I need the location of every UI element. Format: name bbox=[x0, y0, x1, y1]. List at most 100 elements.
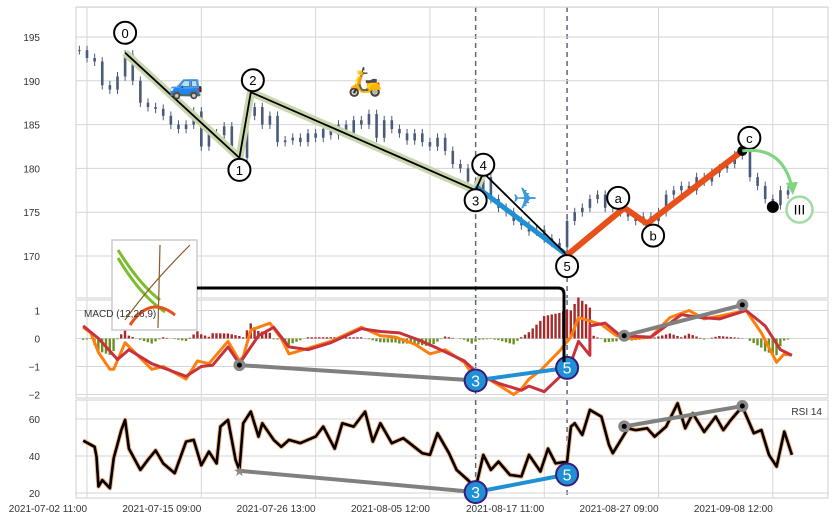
macd-histogram-bar bbox=[497, 339, 499, 341]
macd-histogram-bar bbox=[150, 339, 152, 344]
macd-histogram-bar bbox=[478, 339, 480, 340]
car-icon: 🚙 bbox=[169, 68, 204, 100]
x-tick-label: 2021-09-08 12:00 bbox=[694, 504, 773, 515]
candle-body bbox=[352, 120, 355, 133]
macd-histogram-bar bbox=[714, 337, 716, 339]
macd-histogram-bar bbox=[528, 332, 530, 338]
macd-histogram-bar bbox=[314, 337, 316, 338]
macd-histogram-bar bbox=[349, 337, 351, 338]
candle-body bbox=[299, 138, 302, 142]
macd-tick-label: −1 bbox=[29, 363, 41, 374]
macd-histogram-bar bbox=[291, 339, 293, 344]
macd-histogram-bar bbox=[436, 339, 438, 342]
macd-histogram-bar bbox=[223, 333, 225, 338]
wave-1-label: 1 bbox=[236, 163, 243, 178]
macd-histogram-bar bbox=[657, 336, 659, 338]
macd-histogram-bar bbox=[752, 339, 754, 344]
macd-histogram-bar bbox=[505, 339, 507, 343]
macd-histogram-bar bbox=[451, 338, 453, 339]
wave-b-label: b bbox=[649, 229, 656, 244]
macd-tick-label: 0 bbox=[34, 335, 40, 346]
macd-histogram-bar bbox=[520, 337, 522, 338]
rsi-label: RSI 14 bbox=[791, 407, 822, 418]
rsi-pivot-center bbox=[740, 404, 745, 409]
candle-body bbox=[398, 129, 401, 133]
candle-body bbox=[764, 186, 767, 199]
connector-line bbox=[197, 288, 564, 362]
macd-histogram-bar bbox=[467, 339, 469, 342]
macd-tick-label: −2 bbox=[29, 391, 41, 402]
macd-histogram-bar bbox=[330, 337, 332, 338]
macd-histogram-bar bbox=[379, 339, 381, 343]
macd-histogram-bar bbox=[177, 339, 179, 340]
candle-body bbox=[109, 85, 112, 89]
macd-histogram-bar bbox=[665, 334, 667, 338]
candle-body bbox=[421, 133, 424, 142]
macd-histogram-bar bbox=[196, 331, 198, 338]
macd-histogram-bar bbox=[604, 339, 606, 343]
candle-body bbox=[261, 107, 264, 125]
x-tick-label: 2021-08-17 11:00 bbox=[466, 504, 545, 515]
macd-pivot-center bbox=[740, 302, 745, 307]
macd-histogram-bar bbox=[680, 337, 682, 338]
candle-body bbox=[680, 186, 683, 190]
macd-histogram-bar bbox=[726, 337, 728, 339]
candle-body bbox=[291, 138, 294, 141]
airplane-icon: ✈ bbox=[513, 183, 538, 216]
candle-body bbox=[756, 177, 759, 186]
macd-histogram-bar bbox=[383, 339, 385, 343]
macd-histogram-bar bbox=[669, 333, 671, 338]
macd-histogram-bar bbox=[375, 339, 377, 342]
candle-body bbox=[93, 58, 96, 62]
macd-histogram-bar bbox=[131, 337, 133, 338]
candle-body bbox=[779, 190, 782, 205]
macd-histogram-bar bbox=[147, 339, 149, 343]
macd-histogram-bar bbox=[482, 339, 484, 340]
rsi-tick-label: 40 bbox=[29, 452, 41, 463]
macd-histogram-bar bbox=[211, 333, 213, 338]
macd-histogram-bar bbox=[269, 333, 271, 339]
macd-histogram-bar bbox=[509, 339, 511, 344]
macd-histogram-bar bbox=[219, 333, 221, 338]
macd-histogram-bar bbox=[82, 339, 84, 340]
x-tick-label: 2021-08-05 12:00 bbox=[351, 504, 430, 515]
candle-body bbox=[672, 190, 675, 194]
candle-body bbox=[459, 164, 462, 168]
macd-wave-marker-label: 5 bbox=[563, 361, 572, 378]
wave-a-label: a bbox=[615, 191, 623, 206]
y-tick-label: 190 bbox=[23, 77, 40, 88]
macd-histogram-bar bbox=[86, 339, 88, 340]
wave-2-label: 2 bbox=[249, 73, 256, 88]
macd-histogram-bar bbox=[231, 334, 233, 338]
candle-body bbox=[269, 116, 272, 125]
candle-body bbox=[314, 133, 317, 137]
candle-body bbox=[147, 103, 150, 107]
rsi-tick-label: 20 bbox=[29, 489, 41, 500]
projection-dot bbox=[767, 201, 779, 213]
macd-histogram-bar bbox=[760, 339, 762, 348]
macd-histogram-bar bbox=[600, 339, 602, 340]
rsi-wave-marker-label: 3 bbox=[471, 485, 480, 502]
macd-pivot-center bbox=[237, 363, 242, 368]
macd-histogram-bar bbox=[490, 339, 492, 340]
macd-histogram-bar bbox=[474, 339, 476, 342]
y-tick-label: 195 bbox=[23, 33, 40, 44]
macd-histogram-bar bbox=[234, 335, 236, 338]
wave-4-label: 4 bbox=[480, 158, 487, 173]
candle-body bbox=[253, 107, 256, 116]
candle-body bbox=[566, 221, 569, 247]
macd-histogram-bar bbox=[692, 335, 694, 338]
candle-body bbox=[429, 142, 432, 146]
rsi-divergence-line bbox=[239, 471, 475, 492]
candle-body bbox=[223, 126, 226, 135]
macd-histogram-bar bbox=[501, 339, 503, 342]
macd-histogram-bar bbox=[547, 315, 549, 338]
macd-histogram-bar bbox=[524, 335, 526, 339]
scooter-icon: 🛵 bbox=[348, 66, 383, 98]
macd-histogram-bar bbox=[204, 336, 206, 339]
macd-histogram-bar bbox=[779, 339, 781, 347]
macd-histogram-bar bbox=[307, 337, 309, 338]
macd-histogram-bar bbox=[371, 339, 373, 341]
macd-histogram-bar bbox=[166, 338, 168, 339]
macd-divergence-line bbox=[476, 368, 567, 381]
